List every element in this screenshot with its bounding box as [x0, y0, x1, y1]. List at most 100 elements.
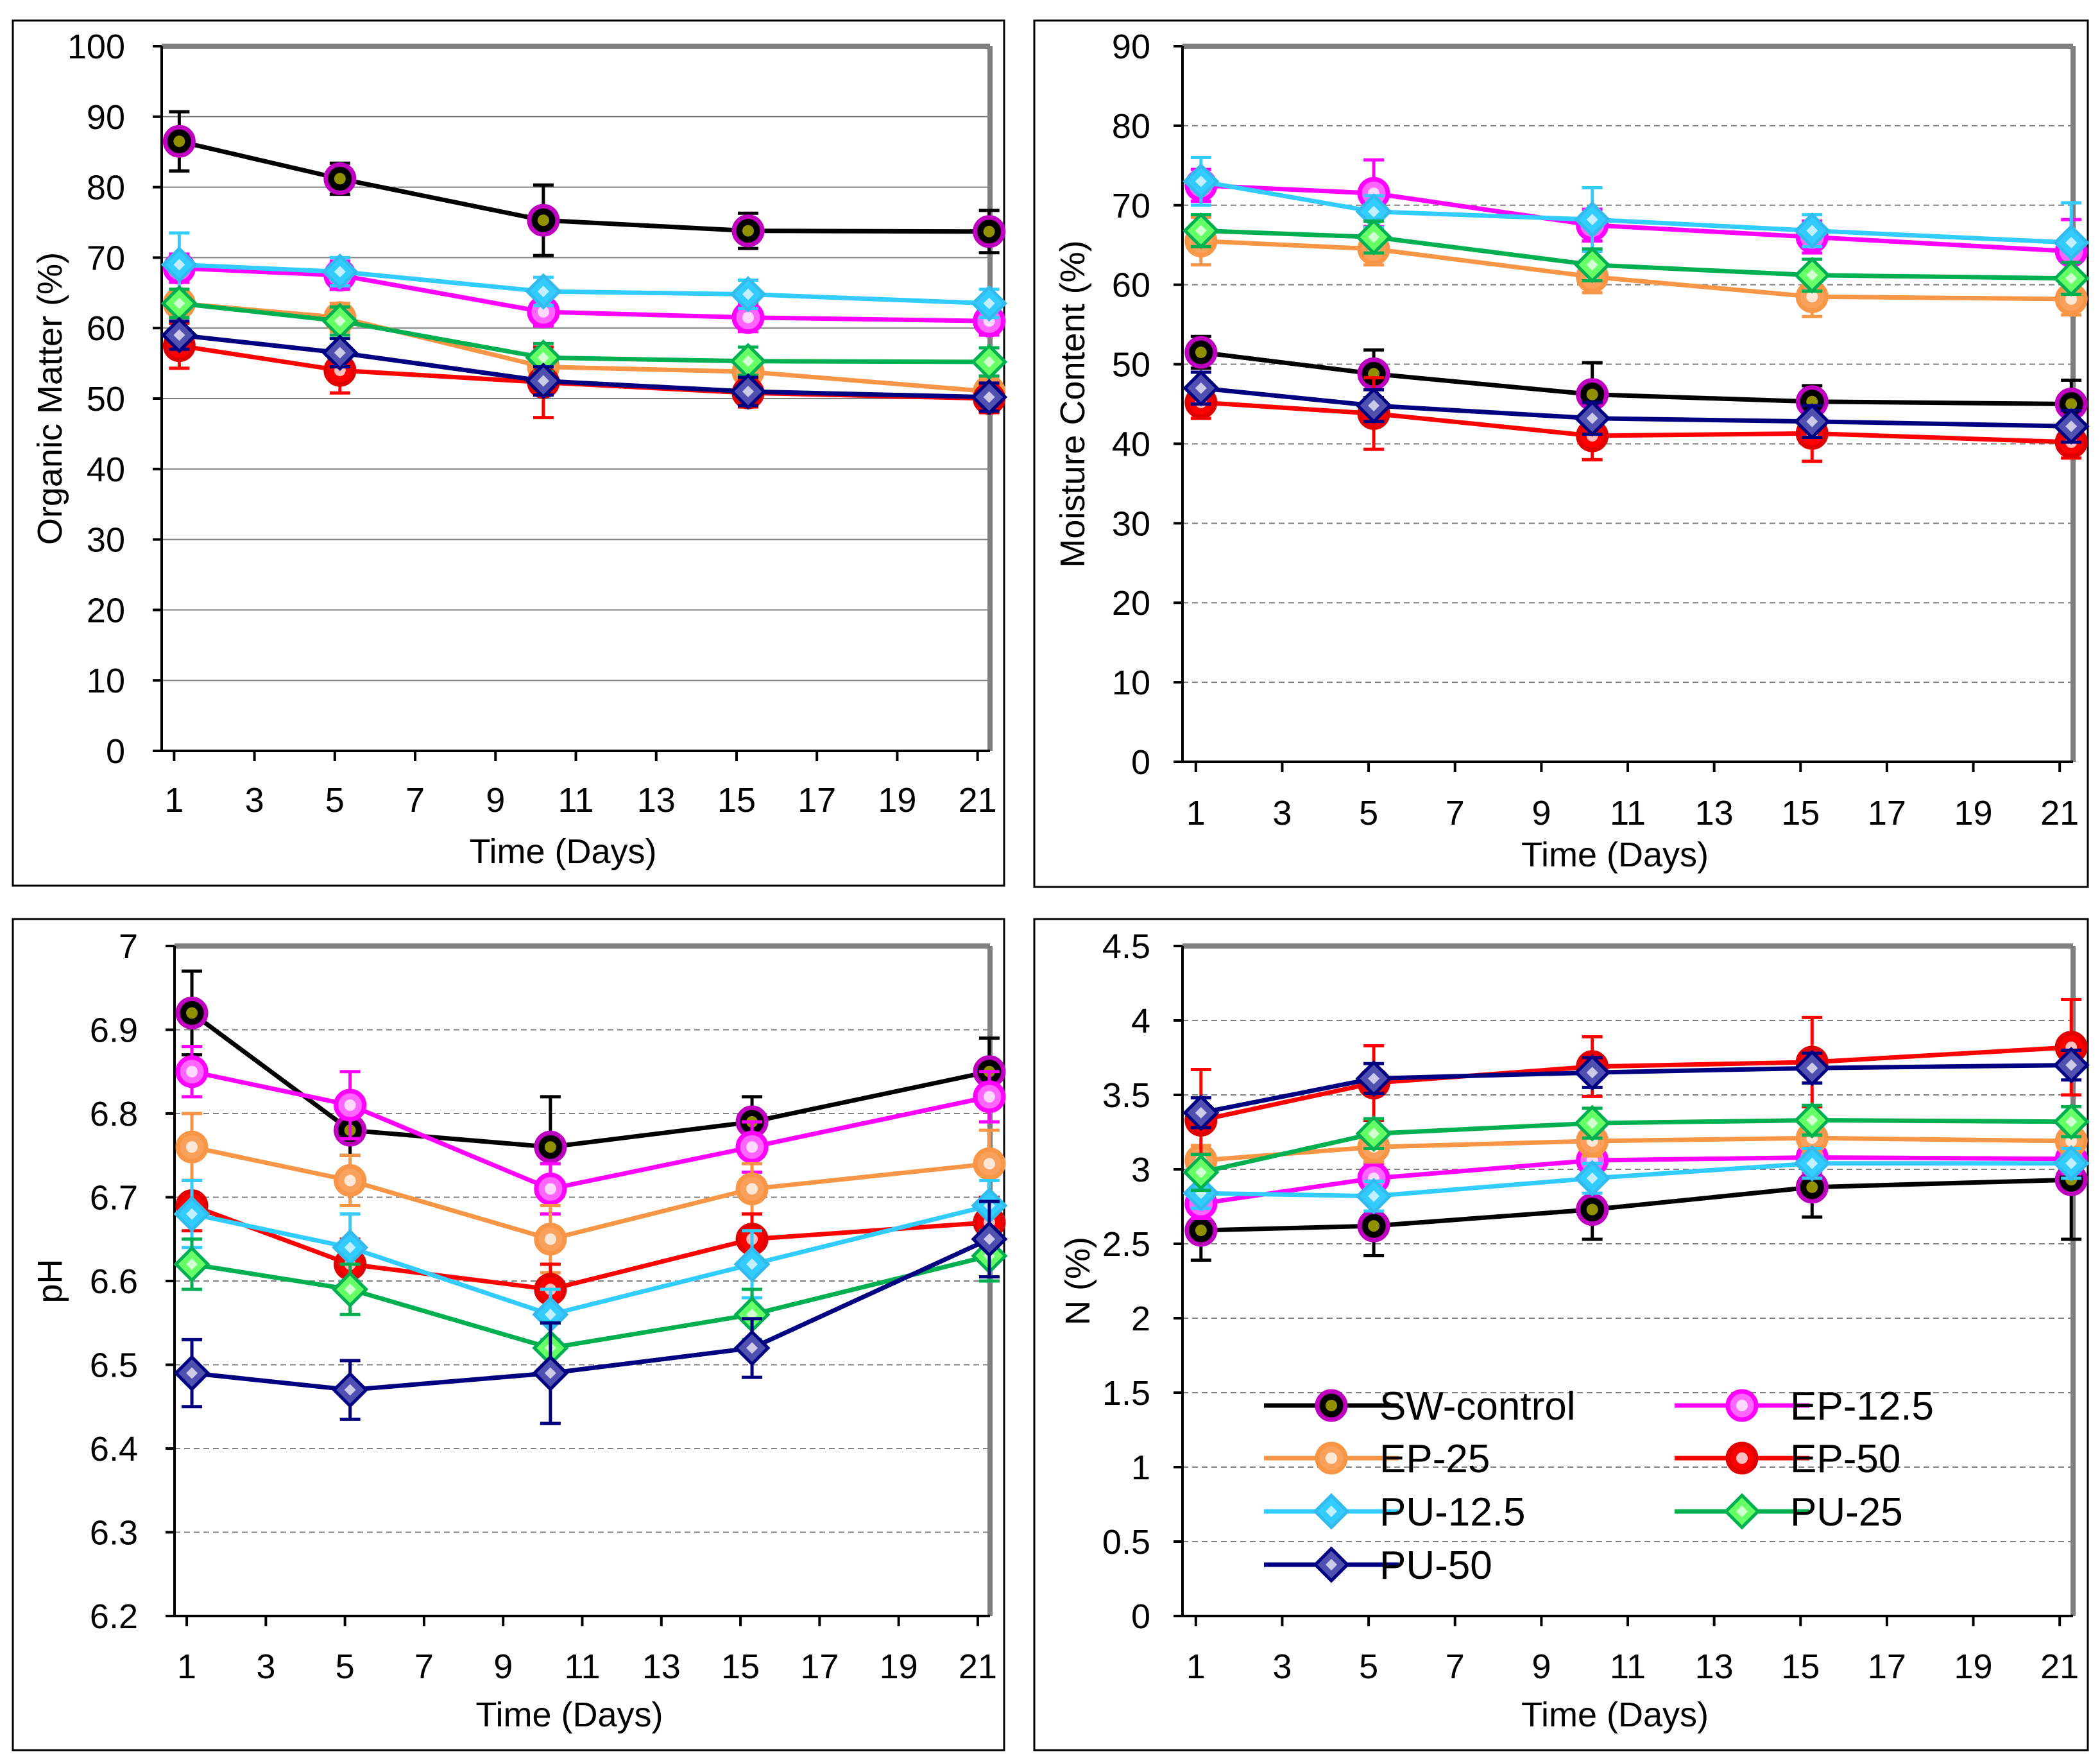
- legend-entry-sw-control: SW-control: [1264, 1384, 1576, 1429]
- data-point-highlight: [186, 1007, 198, 1019]
- y-tick-label: 2.5: [1102, 1225, 1150, 1264]
- y-tick-label: 0: [1131, 1597, 1150, 1636]
- data-point-highlight: [1806, 1062, 1818, 1074]
- y-tick-label: 6.2: [90, 1597, 138, 1636]
- y-tick-label: 2: [1131, 1300, 1150, 1338]
- x-tick-label: 7: [405, 781, 425, 820]
- x-tick-label: 19: [878, 781, 916, 820]
- data-point-highlight: [1368, 1128, 1380, 1140]
- data-point-highlight: [746, 1342, 758, 1354]
- y-tick-label: 40: [1112, 425, 1150, 463]
- data-point-highlight: [537, 286, 549, 298]
- data-point-highlight: [1368, 1190, 1380, 1202]
- series-pu-50: [160, 316, 1008, 416]
- x-tick-label: 13: [637, 781, 676, 820]
- y-tick-label: 80: [87, 169, 125, 207]
- x-tick-label: 1: [1186, 794, 1206, 832]
- x-axis-title: Time (Days): [1521, 1696, 1709, 1734]
- series-pu-12-5: [1182, 1145, 2090, 1215]
- nitrogen-chart: 00.511.522.533.544.51 3 5 7 9 11 13 15 17 19 21Tim…: [1059, 927, 2090, 1734]
- data-point-highlight: [1368, 205, 1380, 218]
- legend-entry-pu-12-5: PU-12.5: [1264, 1490, 1525, 1535]
- data-point-highlight: [1368, 1072, 1380, 1085]
- x-tick-label: 1: [1186, 1647, 1206, 1686]
- data-point-highlight: [1195, 225, 1207, 237]
- series-pu-50: [1182, 1047, 2090, 1131]
- data-point-highlight: [1806, 269, 1818, 281]
- x-tick-label: 11: [1610, 1647, 1646, 1686]
- data-point-highlight: [1806, 1114, 1818, 1126]
- y-tick-label: 50: [1112, 346, 1150, 384]
- legend-marker-highlight: [1736, 1506, 1748, 1517]
- data-point-highlight: [186, 1367, 198, 1379]
- x-tick-label: 13: [1695, 1647, 1734, 1686]
- data-point-highlight: [1586, 1172, 1598, 1184]
- y-tick-label: 6.7: [90, 1179, 138, 1217]
- data-point-highlight: [1806, 1157, 1818, 1169]
- legend-entry-ep-50: EP-50: [1675, 1437, 1900, 1481]
- x-tick-label: 15: [721, 1647, 760, 1686]
- data-point-highlight: [1806, 291, 1818, 303]
- x-tick-label: 15: [1781, 794, 1820, 832]
- data-point-highlight: [1368, 1220, 1380, 1232]
- data-point-highlight: [742, 225, 754, 237]
- x-tick-label: 17: [798, 781, 836, 820]
- x-tick-label: 15: [717, 781, 756, 820]
- data-point-highlight: [537, 352, 549, 364]
- y-tick-label: 1: [1131, 1449, 1150, 1487]
- y-tick-label: 20: [87, 591, 125, 630]
- data-point-highlight: [186, 1258, 198, 1270]
- data-point-highlight: [544, 1141, 556, 1153]
- data-point-highlight: [983, 1233, 995, 1245]
- x-tick-label: 7: [1446, 794, 1465, 832]
- data-point-highlight: [2065, 398, 2078, 410]
- data-point-highlight: [2065, 420, 2078, 433]
- data-point-highlight: [334, 315, 346, 327]
- data-point-highlight: [742, 311, 754, 323]
- series-ep-12-5: [175, 1045, 1006, 1216]
- legend-entry-pu-25: PU-25: [1675, 1490, 1903, 1535]
- data-point-highlight: [344, 1384, 356, 1396]
- x-tick-label: 3: [256, 1647, 275, 1686]
- data-point-highlight: [173, 135, 185, 148]
- y-tick-label: 4.5: [1102, 927, 1150, 966]
- y-tick-label: 10: [87, 662, 125, 700]
- y-tick-label: 90: [1112, 28, 1150, 66]
- legend-label: EP-50: [1790, 1437, 1900, 1481]
- y-tick-label: 60: [87, 309, 125, 348]
- x-tick-label: 17: [800, 1647, 839, 1686]
- y-tick-label: 6.3: [90, 1514, 138, 1552]
- legend-label: PU-50: [1379, 1543, 1492, 1588]
- x-tick-label: 11: [558, 781, 593, 820]
- ph-chart: 6.26.36.46.56.66.76.86.971 3 5 7 9 11 13 15 17 19…: [31, 927, 1008, 1734]
- data-point-highlight: [544, 1233, 556, 1245]
- y-tick-label: 100: [67, 28, 125, 66]
- y-tick-label: 1.5: [1102, 1374, 1150, 1413]
- data-point-highlight: [2065, 237, 2078, 249]
- y-tick-label: 6.4: [90, 1430, 138, 1468]
- data-point-highlight: [983, 225, 995, 237]
- legend-marker-highlight: [1736, 1452, 1748, 1464]
- y-tick-label: 3.5: [1102, 1076, 1150, 1115]
- y-tick-label: 80: [1112, 107, 1150, 146]
- x-tick-label: 21: [2040, 794, 2079, 832]
- data-point-highlight: [1806, 1181, 1818, 1193]
- x-tick-label: 21: [959, 1647, 997, 1686]
- legend-marker-highlight: [1326, 1506, 1337, 1517]
- data-point-highlight: [544, 1183, 556, 1195]
- x-tick-label: 17: [1868, 1647, 1906, 1686]
- x-axis-title: Time (Days): [1521, 836, 1709, 874]
- ph-panel: 6.26.36.46.56.66.76.86.971 3 5 7 9 11 13 15 17 19…: [12, 918, 1008, 1751]
- data-point-highlight: [1586, 412, 1598, 424]
- x-tick-label: 13: [642, 1647, 681, 1686]
- x-tick-label: 11: [564, 1647, 600, 1686]
- legend-marker-highlight: [1736, 1400, 1748, 1411]
- x-tick-label: 11: [1610, 794, 1646, 832]
- data-point-highlight: [1586, 1117, 1598, 1130]
- y-tick-label: 40: [87, 451, 125, 489]
- data-point-highlight: [334, 347, 346, 359]
- y-tick-label: 30: [87, 521, 125, 560]
- data-point-highlight: [173, 297, 185, 309]
- y-tick-label: 70: [87, 239, 125, 277]
